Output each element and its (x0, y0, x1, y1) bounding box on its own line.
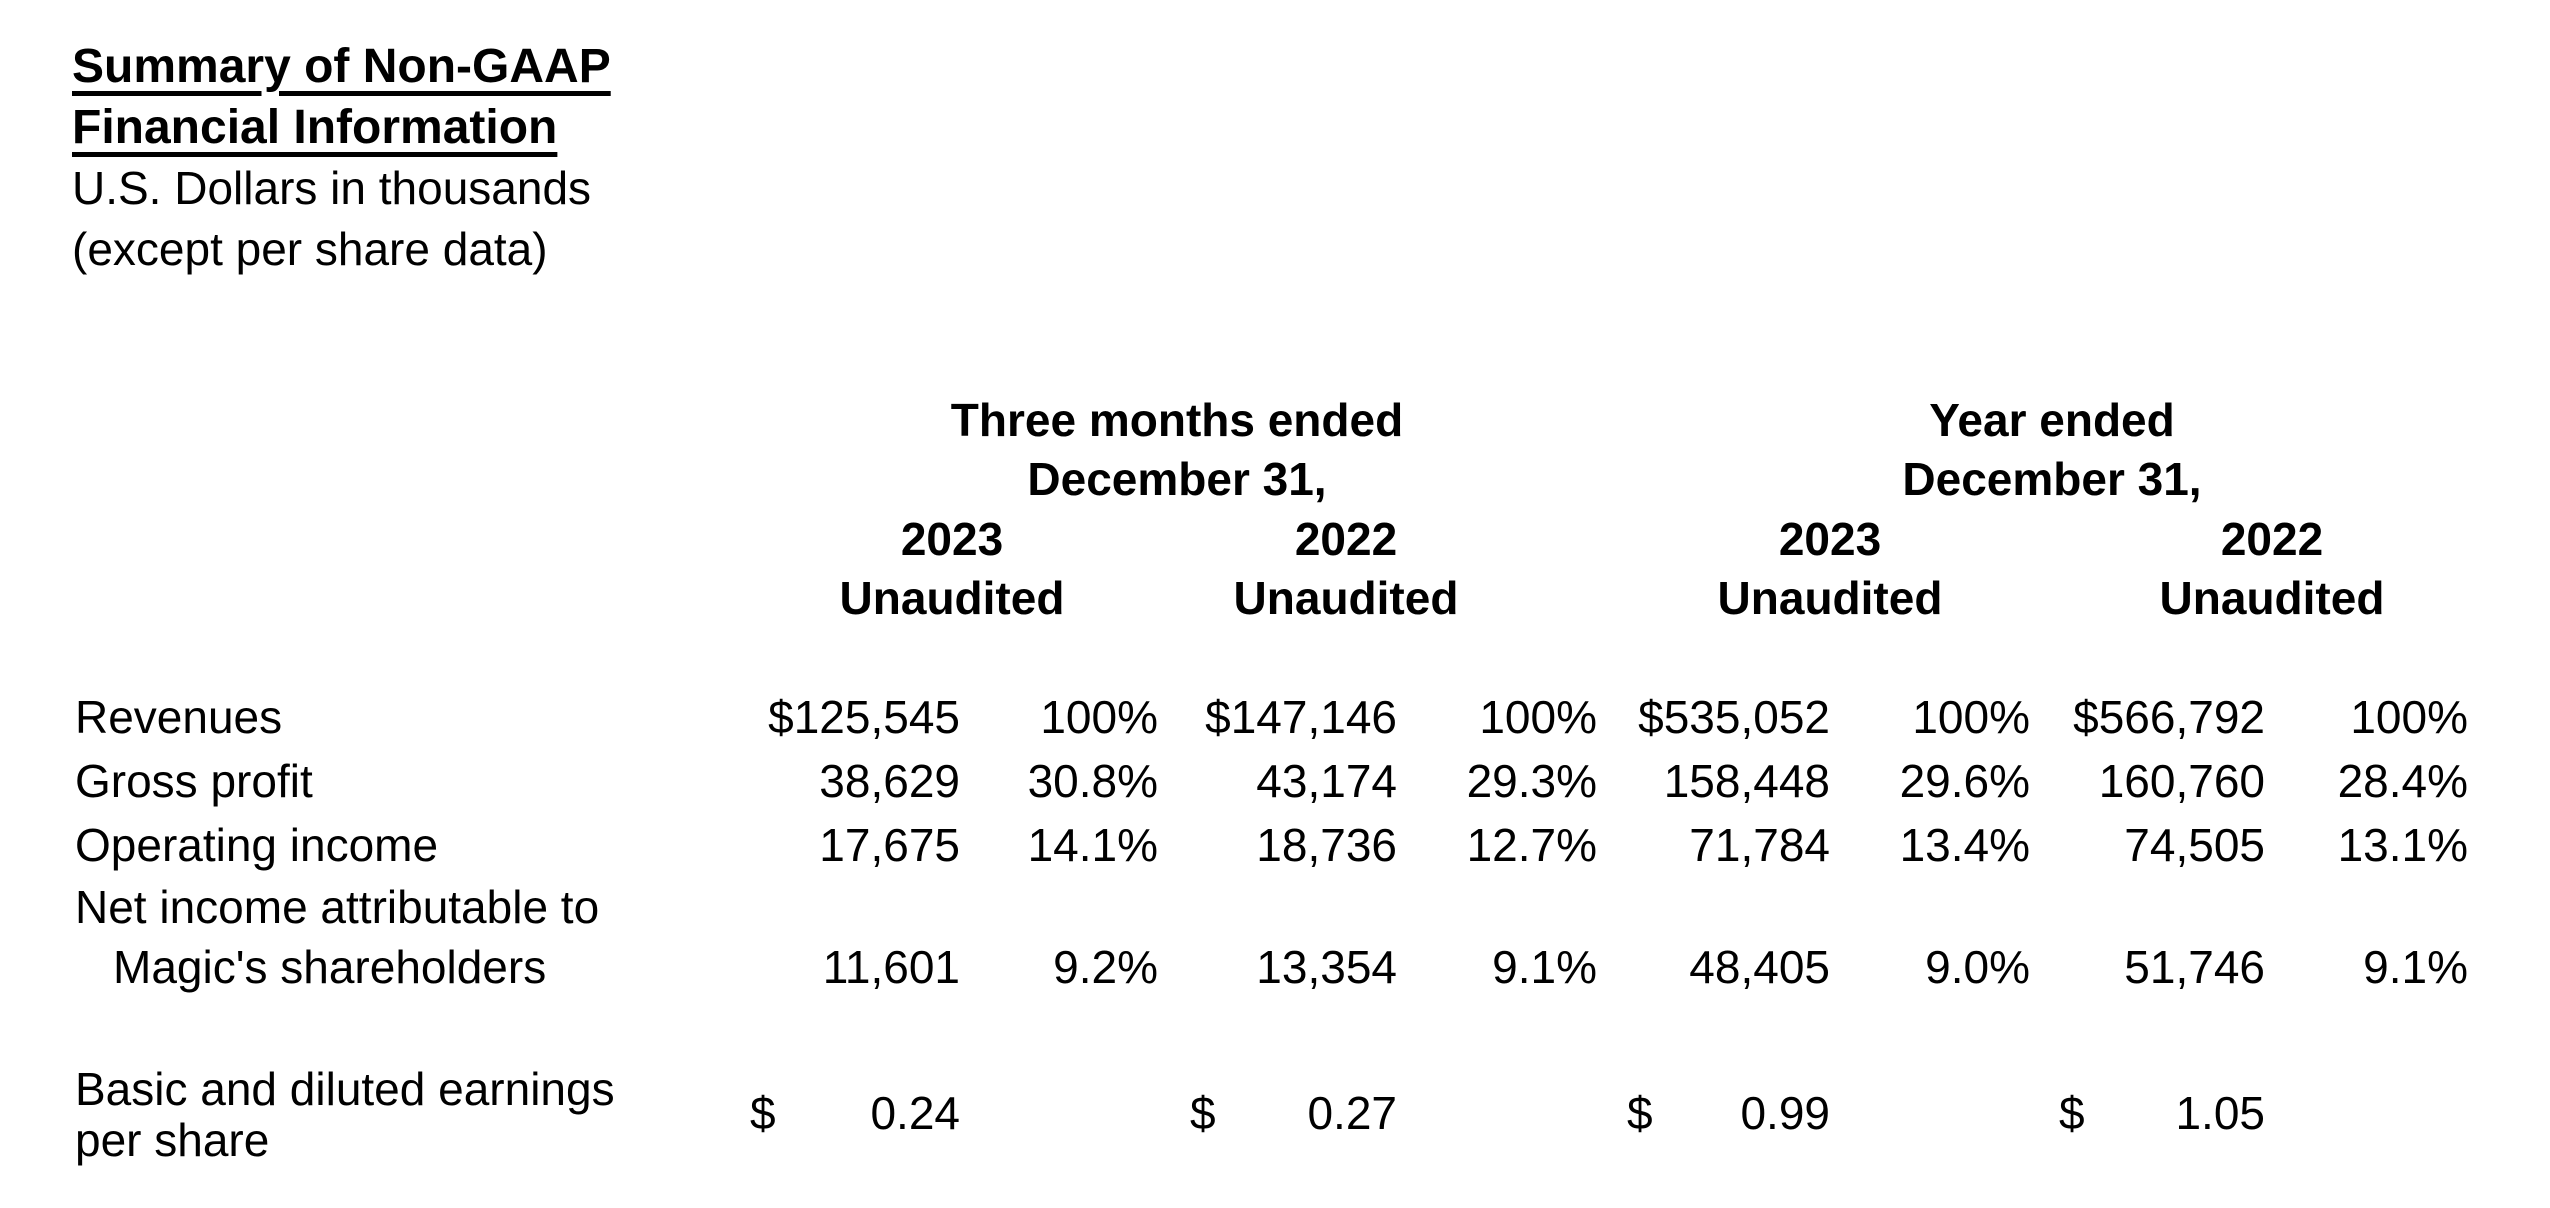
cell-revenues-2: $147,146 (1205, 691, 1397, 743)
group1-period-line-1: Three months ended (950, 394, 1404, 446)
cell-revenues-6: $566,792 (2073, 691, 2265, 743)
col-header-audit-3mo-2023: Unaudited (839, 572, 1065, 624)
page-title-line-1-text: Summary of Non-GAAP (72, 40, 611, 93)
eps-currency-symbol-2: $ (1190, 1087, 1216, 1139)
cell-gross-profit-6: 160,760 (2098, 755, 2265, 807)
col-header-year-yr-2022: 2022 (2220, 513, 2324, 565)
row-label-net-income-line-1: Net income attributable to (75, 881, 600, 933)
group1-period-line-2: December 31, (1027, 453, 1327, 505)
cell-net-income-3: 9.1% (1492, 941, 1597, 993)
cell-operating-income-7: 13.1% (2337, 819, 2468, 871)
col-header-audit-yr-2022: Unaudited (2159, 572, 2385, 624)
cell-revenues-7: 100% (2350, 691, 2468, 743)
cell-gross-profit-3: 29.3% (1466, 755, 1597, 807)
cell-operating-income-4: 71,784 (1689, 819, 1830, 871)
cell-gross-profit-2: 43,174 (1256, 755, 1397, 807)
cell-eps-0: 0.24 (870, 1087, 960, 1139)
cell-net-income-4: 48,405 (1689, 941, 1830, 993)
cell-net-income-7: 9.1% (2363, 941, 2468, 993)
page-title-line-2: Financial Information (72, 97, 611, 158)
row-label-gross-profit: Gross profit (75, 755, 313, 807)
row-label-revenues: Revenues (75, 691, 283, 743)
cell-operating-income-5: 13.4% (1899, 819, 2030, 871)
row-label-eps-line-2: per share (75, 1114, 270, 1166)
eps-currency-symbol-4: $ (2059, 1087, 2085, 1139)
row-label-net-income-line-2: Magic's shareholders (113, 941, 547, 993)
cell-eps-1: 0.27 (1307, 1087, 1397, 1139)
row-label-operating-income: Operating income (75, 819, 439, 871)
page-title-line-1: Summary of Non-GAAP (72, 36, 611, 97)
eps-currency-symbol-1: $ (750, 1087, 776, 1139)
row-label-eps-line-1: Basic and diluted earnings (75, 1063, 615, 1115)
cell-gross-profit-0: 38,629 (819, 755, 960, 807)
group2-period-line-1: Year ended (1929, 394, 2175, 446)
cell-eps-3: 1.05 (2175, 1087, 2265, 1139)
cell-eps-2: 0.99 (1740, 1087, 1830, 1139)
subtitle-line-1: U.S. Dollars in thousands (72, 162, 592, 214)
cell-operating-income-2: 18,736 (1256, 819, 1397, 871)
cell-operating-income-3: 12.7% (1466, 819, 1597, 871)
cell-revenues-0: $125,545 (768, 691, 960, 743)
cell-operating-income-6: 74,505 (2124, 819, 2265, 871)
cell-net-income-5: 9.0% (1925, 941, 2030, 993)
cell-gross-profit-4: 158,448 (1663, 755, 1830, 807)
col-header-audit-yr-2023: Unaudited (1717, 572, 1943, 624)
cell-operating-income-1: 14.1% (1027, 819, 1158, 871)
cell-gross-profit-1: 30.8% (1027, 755, 1158, 807)
cell-revenues-3: 100% (1479, 691, 1597, 743)
col-header-audit-3mo-2022: Unaudited (1233, 572, 1459, 624)
cell-net-income-1: 9.2% (1053, 941, 1158, 993)
col-header-year-yr-2023: 2023 (1778, 513, 1882, 565)
col-header-year-3mo-2022: 2022 (1294, 513, 1398, 565)
cell-net-income-2: 13,354 (1256, 941, 1397, 993)
title-block: Summary of Non-GAAP Financial Informatio… (72, 36, 611, 280)
cell-revenues-4: $535,052 (1638, 691, 1830, 743)
eps-currency-symbol-3: $ (1627, 1087, 1653, 1139)
cell-revenues-1: 100% (1040, 691, 1158, 743)
cell-net-income-6: 51,746 (2124, 941, 2265, 993)
page-title-line-2-text: Financial Information (72, 101, 558, 154)
cell-net-income-0: 11,601 (822, 941, 960, 993)
subtitle-line-2: (except per share data) (72, 223, 548, 275)
group2-period-line-2: December 31, (1902, 453, 2202, 505)
cell-gross-profit-5: 29.6% (1899, 755, 2030, 807)
cell-gross-profit-7: 28.4% (2337, 755, 2468, 807)
cell-revenues-5: 100% (1912, 691, 2030, 743)
cell-operating-income-0: 17,675 (819, 819, 960, 871)
col-header-year-3mo-2023: 2023 (900, 513, 1004, 565)
